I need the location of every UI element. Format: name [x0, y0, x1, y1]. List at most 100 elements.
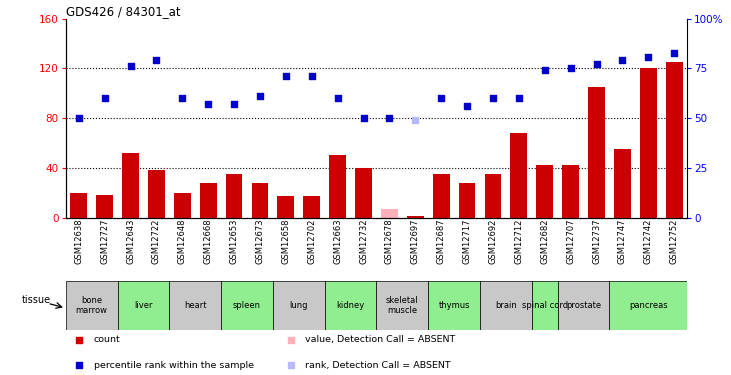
Point [591, 62, 602, 68]
Bar [226, 174, 243, 217]
Bar [537, 165, 553, 218]
Bar [640, 68, 656, 218]
Text: GSM12707: GSM12707 [566, 219, 575, 264]
Text: rank, Detection Call = ABSENT: rank, Detection Call = ABSENT [305, 361, 450, 370]
Bar [588, 87, 605, 218]
Point [461, 103, 473, 109]
Point [280, 74, 292, 80]
Text: skeletal
muscle: skeletal muscle [386, 296, 419, 315]
Point [643, 54, 654, 60]
Bar [433, 174, 450, 217]
Point [487, 95, 499, 101]
Bar [325, 281, 376, 330]
Bar [666, 62, 683, 217]
Text: GSM12638: GSM12638 [75, 219, 83, 264]
Text: GSM12727: GSM12727 [100, 219, 109, 264]
Bar [480, 281, 532, 330]
Bar [614, 149, 631, 217]
Point [616, 57, 628, 63]
Bar [174, 193, 191, 217]
Bar [66, 281, 118, 330]
Text: GSM12692: GSM12692 [488, 219, 498, 264]
Bar [70, 193, 87, 217]
Text: count: count [94, 335, 121, 344]
Text: percentile rank within the sample: percentile rank within the sample [94, 361, 254, 370]
Point [332, 95, 344, 101]
Text: heart: heart [184, 301, 206, 310]
Point [151, 57, 162, 63]
Point [228, 101, 240, 107]
Text: brain: brain [495, 301, 517, 310]
Text: GSM12742: GSM12742 [644, 219, 653, 264]
Bar [562, 165, 579, 218]
Bar [329, 155, 346, 218]
Text: tissue: tissue [22, 295, 50, 305]
Text: GSM12747: GSM12747 [618, 219, 627, 264]
Point [254, 93, 266, 99]
Text: GSM12697: GSM12697 [411, 219, 420, 264]
Text: GSM12648: GSM12648 [178, 219, 187, 264]
Text: spleen: spleen [233, 301, 261, 310]
Bar [251, 183, 268, 218]
Text: prostate: prostate [566, 301, 601, 310]
Text: GSM12712: GSM12712 [515, 219, 523, 264]
Text: liver: liver [135, 301, 153, 310]
Text: pancreas: pancreas [629, 301, 667, 310]
Text: GSM12658: GSM12658 [281, 219, 290, 264]
Point [73, 115, 85, 121]
Bar [303, 196, 320, 217]
Point [176, 95, 188, 101]
Text: bone
marrow: bone marrow [76, 296, 107, 315]
Point [565, 65, 577, 71]
Text: GSM12678: GSM12678 [385, 219, 394, 264]
Text: GSM12668: GSM12668 [204, 219, 213, 264]
Point [306, 74, 317, 80]
Text: GSM12752: GSM12752 [670, 219, 678, 264]
Point [384, 115, 395, 121]
Bar [278, 196, 295, 217]
Bar [96, 195, 113, 217]
Point [285, 337, 297, 343]
Text: thymus: thymus [439, 301, 470, 310]
Text: value, Detection Call = ABSENT: value, Detection Call = ABSENT [305, 335, 455, 344]
Point [436, 95, 447, 101]
Bar [458, 183, 475, 218]
Bar [428, 281, 480, 330]
Text: GSM12717: GSM12717 [463, 219, 471, 264]
Bar [122, 153, 139, 218]
Text: spinal cord: spinal cord [522, 301, 568, 310]
Point [409, 117, 421, 123]
Text: GSM12722: GSM12722 [152, 219, 161, 264]
Bar [118, 281, 170, 330]
Bar [376, 281, 428, 330]
Point [202, 101, 214, 107]
Bar [407, 216, 424, 217]
Bar [558, 281, 610, 330]
Text: GSM12663: GSM12663 [333, 219, 342, 264]
Text: GSM12732: GSM12732 [359, 219, 368, 264]
Bar [170, 281, 221, 330]
Point [125, 63, 137, 69]
Text: GSM12687: GSM12687 [436, 219, 446, 264]
Bar [381, 209, 398, 218]
Point [513, 95, 525, 101]
Point [668, 50, 680, 55]
Text: GSM12653: GSM12653 [230, 219, 238, 264]
Bar [148, 170, 164, 217]
Bar [485, 174, 501, 217]
Point [285, 362, 297, 368]
Text: GSM12702: GSM12702 [307, 219, 317, 264]
Bar [532, 281, 558, 330]
Point [357, 115, 369, 121]
Point [74, 362, 86, 368]
Point [74, 337, 86, 343]
Text: lung: lung [289, 301, 308, 310]
Text: GDS426 / 84301_at: GDS426 / 84301_at [66, 4, 181, 18]
Bar [273, 281, 325, 330]
Text: GSM12643: GSM12643 [126, 219, 135, 264]
Text: kidney: kidney [336, 301, 365, 310]
Bar [510, 133, 527, 218]
Text: GSM12673: GSM12673 [255, 219, 265, 264]
Text: GSM12682: GSM12682 [540, 219, 549, 264]
Bar [355, 168, 372, 217]
